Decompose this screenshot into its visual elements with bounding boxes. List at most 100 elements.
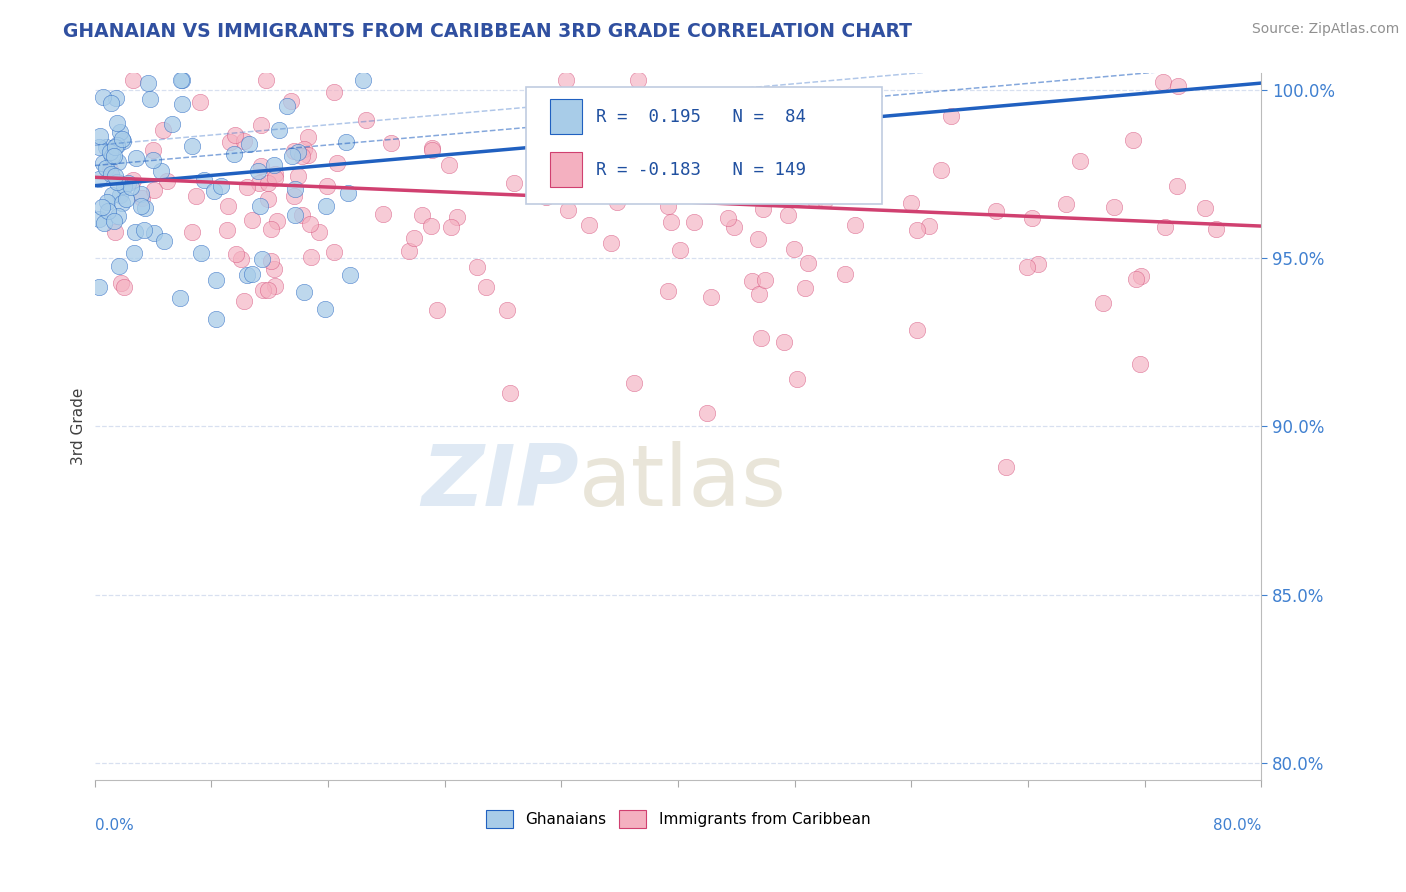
Point xyxy=(103,140,125,154)
Point xyxy=(619,160,641,174)
Point xyxy=(411,208,433,222)
Point xyxy=(627,72,650,87)
Point xyxy=(112,179,135,194)
Point xyxy=(557,203,579,218)
Point xyxy=(1152,74,1174,88)
Point xyxy=(984,204,1007,219)
Point xyxy=(96,161,118,175)
Point xyxy=(655,173,678,187)
Point xyxy=(105,116,128,130)
Point xyxy=(100,167,122,181)
Point xyxy=(250,118,273,132)
Point xyxy=(578,218,600,232)
Point xyxy=(160,117,183,131)
Text: atlas: atlas xyxy=(579,442,787,524)
Point xyxy=(623,376,645,390)
Point xyxy=(905,223,928,237)
Point xyxy=(316,179,339,194)
Point xyxy=(325,156,347,170)
Point xyxy=(380,136,402,150)
Point xyxy=(94,140,117,154)
Point xyxy=(108,187,131,202)
Point xyxy=(104,169,127,184)
Point xyxy=(538,178,561,192)
Text: R =  0.195   N =  84: R = 0.195 N = 84 xyxy=(596,108,806,126)
Point xyxy=(939,109,962,123)
Point xyxy=(1021,211,1043,226)
Point xyxy=(100,95,122,110)
Point xyxy=(110,195,132,210)
Point xyxy=(373,206,395,220)
Point xyxy=(107,155,129,169)
Point xyxy=(292,142,315,156)
Point xyxy=(142,143,165,157)
Point xyxy=(675,130,697,145)
Point xyxy=(121,72,143,87)
Point xyxy=(834,267,856,281)
Point xyxy=(1167,78,1189,93)
Point xyxy=(247,177,270,191)
Point xyxy=(169,292,191,306)
Point xyxy=(754,273,776,287)
Point xyxy=(132,223,155,237)
Legend: Ghanaians, Immigrants from Caribbean: Ghanaians, Immigrants from Caribbean xyxy=(479,805,876,834)
FancyBboxPatch shape xyxy=(550,99,582,134)
Point xyxy=(1102,200,1125,214)
Point xyxy=(131,191,153,205)
Point xyxy=(250,160,273,174)
Point xyxy=(143,183,166,197)
Point xyxy=(225,247,247,261)
Point xyxy=(783,242,806,256)
Point xyxy=(103,214,125,228)
Point xyxy=(308,225,330,239)
Point xyxy=(257,283,280,297)
Point xyxy=(398,244,420,259)
Point xyxy=(236,268,259,282)
Point xyxy=(283,145,305,159)
Point xyxy=(205,311,228,326)
Point xyxy=(181,138,204,153)
Point xyxy=(813,138,835,153)
Text: GHANAIAN VS IMMIGRANTS FROM CARIBBEAN 3RD GRADE CORRELATION CHART: GHANAIAN VS IMMIGRANTS FROM CARIBBEAN 3R… xyxy=(63,22,912,41)
Point xyxy=(97,203,120,218)
Point xyxy=(281,149,304,163)
Point xyxy=(136,76,159,90)
Point xyxy=(232,294,254,309)
Point xyxy=(108,259,131,273)
Point xyxy=(683,215,706,229)
Point xyxy=(124,225,146,239)
Point xyxy=(87,172,110,186)
Point xyxy=(142,227,165,241)
Point xyxy=(229,252,252,266)
Point xyxy=(291,149,314,163)
Point xyxy=(111,134,134,148)
Point xyxy=(1129,269,1152,284)
Point xyxy=(741,274,763,288)
Point xyxy=(104,91,127,105)
Point xyxy=(299,250,322,264)
Point xyxy=(503,176,526,190)
Point xyxy=(108,125,131,139)
Text: 80.0%: 80.0% xyxy=(1213,819,1261,833)
Text: Source: ZipAtlas.com: Source: ZipAtlas.com xyxy=(1251,22,1399,37)
Point xyxy=(180,226,202,240)
Point xyxy=(129,199,152,213)
Point xyxy=(776,208,799,222)
Point xyxy=(797,256,820,270)
Point xyxy=(849,187,872,202)
Point xyxy=(107,209,129,223)
Point xyxy=(339,268,361,282)
Point xyxy=(314,301,336,316)
Point xyxy=(252,283,274,297)
Point xyxy=(465,260,488,275)
Point xyxy=(446,210,468,224)
Point xyxy=(1091,296,1114,310)
Point xyxy=(751,174,773,188)
Point xyxy=(499,385,522,400)
Point xyxy=(131,186,153,201)
Point xyxy=(87,139,110,153)
Point xyxy=(100,145,122,159)
Point xyxy=(772,334,794,349)
Point xyxy=(322,85,344,99)
Point xyxy=(422,143,444,157)
